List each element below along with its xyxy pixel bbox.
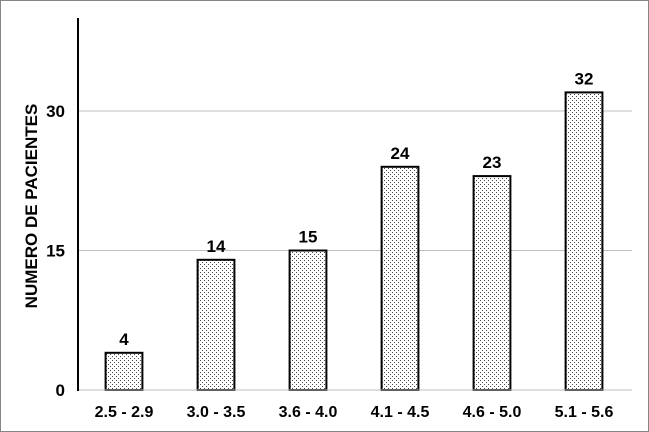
data-label: 23 xyxy=(483,153,502,172)
axes xyxy=(77,18,632,391)
data-label: 15 xyxy=(299,228,318,247)
x-tick-label: 4.1 - 4.5 xyxy=(371,404,430,421)
gridlines xyxy=(78,110,632,251)
bars xyxy=(104,91,604,392)
x-tick-label: 4.6 - 5.0 xyxy=(463,404,522,421)
y-tick-label: 0 xyxy=(56,381,65,400)
data-label: 14 xyxy=(207,237,226,256)
bar xyxy=(380,165,420,391)
x-tick-label: 3.0 - 3.5 xyxy=(187,404,246,421)
bar xyxy=(104,351,144,391)
y-tick-label: 30 xyxy=(46,102,65,121)
y-tick-label: 15 xyxy=(46,242,65,261)
labels: NUMERO DE PACIENTES 0 15 30 4 14 15 24 23 32 2.5 … xyxy=(22,69,613,421)
y-axis-title: NUMERO DE PACIENTES xyxy=(22,104,41,309)
bar xyxy=(288,249,328,391)
bar xyxy=(196,258,236,391)
bar xyxy=(472,175,512,391)
bar xyxy=(564,91,604,392)
data-label: 24 xyxy=(391,144,410,163)
x-tick-label: 3.6 - 4.0 xyxy=(279,404,338,421)
data-label: 32 xyxy=(575,69,594,88)
x-tick-label: 2.5 - 2.9 xyxy=(95,404,154,421)
x-tick-label: 5.1 - 5.6 xyxy=(555,404,614,421)
data-label: 4 xyxy=(119,330,129,349)
